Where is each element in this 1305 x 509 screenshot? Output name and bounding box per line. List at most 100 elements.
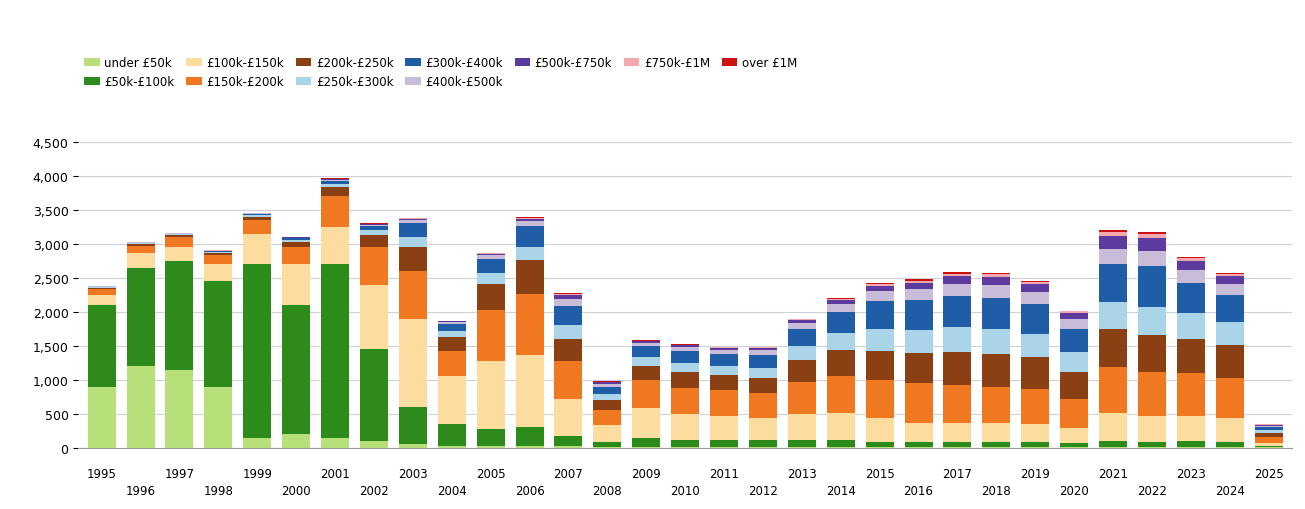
Bar [788, 330, 816, 347]
Bar [399, 407, 427, 444]
Bar [710, 447, 739, 448]
Bar [710, 348, 739, 350]
Bar [243, 438, 271, 448]
Bar [904, 447, 933, 448]
Bar [555, 299, 582, 307]
Bar [1138, 307, 1165, 335]
Bar [594, 387, 621, 394]
Bar [476, 310, 505, 361]
Bar [1138, 416, 1165, 442]
Bar [983, 277, 1010, 286]
Bar [865, 283, 894, 285]
Bar [166, 248, 193, 261]
Bar [1099, 233, 1128, 237]
Text: 2011: 2011 [709, 467, 739, 480]
Bar [827, 301, 855, 305]
Bar [1022, 358, 1049, 389]
Bar [1022, 282, 1049, 285]
Bar [127, 253, 154, 268]
Bar [904, 290, 933, 301]
Bar [1060, 400, 1088, 429]
Bar [710, 366, 739, 375]
Bar [788, 320, 816, 321]
Bar [282, 240, 311, 242]
Bar [594, 384, 621, 387]
Bar [1022, 334, 1049, 358]
Bar [515, 218, 544, 219]
Bar [1177, 374, 1205, 416]
Bar [865, 381, 894, 418]
Bar [360, 248, 388, 285]
Bar [865, 285, 894, 286]
Bar [827, 440, 855, 447]
Bar [321, 184, 348, 188]
Bar [632, 341, 660, 342]
Bar [87, 290, 116, 295]
Bar [1060, 314, 1088, 320]
Bar [1138, 266, 1165, 307]
Bar [399, 319, 427, 407]
Bar [321, 265, 348, 438]
Bar [243, 214, 271, 216]
Bar [1022, 442, 1049, 447]
Bar [282, 248, 311, 265]
Bar [1022, 424, 1049, 442]
Bar [205, 252, 232, 253]
Bar [1060, 429, 1088, 443]
Text: 2006: 2006 [514, 484, 544, 497]
Bar [1060, 329, 1088, 353]
Bar [1177, 441, 1205, 447]
Text: 2025: 2025 [1254, 467, 1284, 480]
Bar [127, 243, 154, 244]
Bar [437, 323, 466, 325]
Bar [1099, 302, 1128, 329]
Bar [321, 228, 348, 265]
Text: 2000: 2000 [282, 484, 311, 497]
Bar [983, 387, 1010, 423]
Bar [749, 351, 776, 355]
Bar [1216, 378, 1244, 418]
Bar [1216, 345, 1244, 378]
Text: 2014: 2014 [826, 484, 856, 497]
Bar [788, 415, 816, 440]
Bar [749, 368, 776, 378]
Bar [1060, 320, 1088, 329]
Bar [166, 234, 193, 235]
Bar [476, 259, 505, 273]
Bar [594, 426, 621, 442]
Bar [87, 305, 116, 387]
Bar [671, 440, 699, 447]
Bar [399, 221, 427, 224]
Bar [904, 423, 933, 442]
Bar [399, 248, 427, 271]
Bar [710, 440, 739, 447]
Bar [983, 447, 1010, 448]
Text: 2005: 2005 [476, 467, 505, 480]
Bar [87, 289, 116, 290]
Bar [983, 286, 1010, 299]
Text: 2001: 2001 [320, 467, 350, 480]
Bar [437, 446, 466, 448]
Bar [671, 414, 699, 440]
Bar [1138, 251, 1165, 266]
Bar [166, 235, 193, 236]
Bar [594, 394, 621, 401]
Bar [1254, 427, 1283, 431]
Bar [127, 245, 154, 246]
Bar [360, 285, 388, 350]
Bar [1060, 443, 1088, 447]
Bar [944, 442, 971, 447]
Bar [437, 337, 466, 351]
Bar [944, 423, 971, 442]
Bar [555, 340, 582, 362]
Bar [282, 434, 311, 448]
Bar [827, 350, 855, 377]
Bar [1254, 446, 1283, 447]
Bar [1177, 339, 1205, 374]
Bar [399, 224, 427, 238]
Text: 2023: 2023 [1176, 467, 1206, 480]
Bar [437, 325, 466, 331]
Bar [515, 247, 544, 261]
Bar [1177, 313, 1205, 339]
Bar [476, 254, 505, 256]
